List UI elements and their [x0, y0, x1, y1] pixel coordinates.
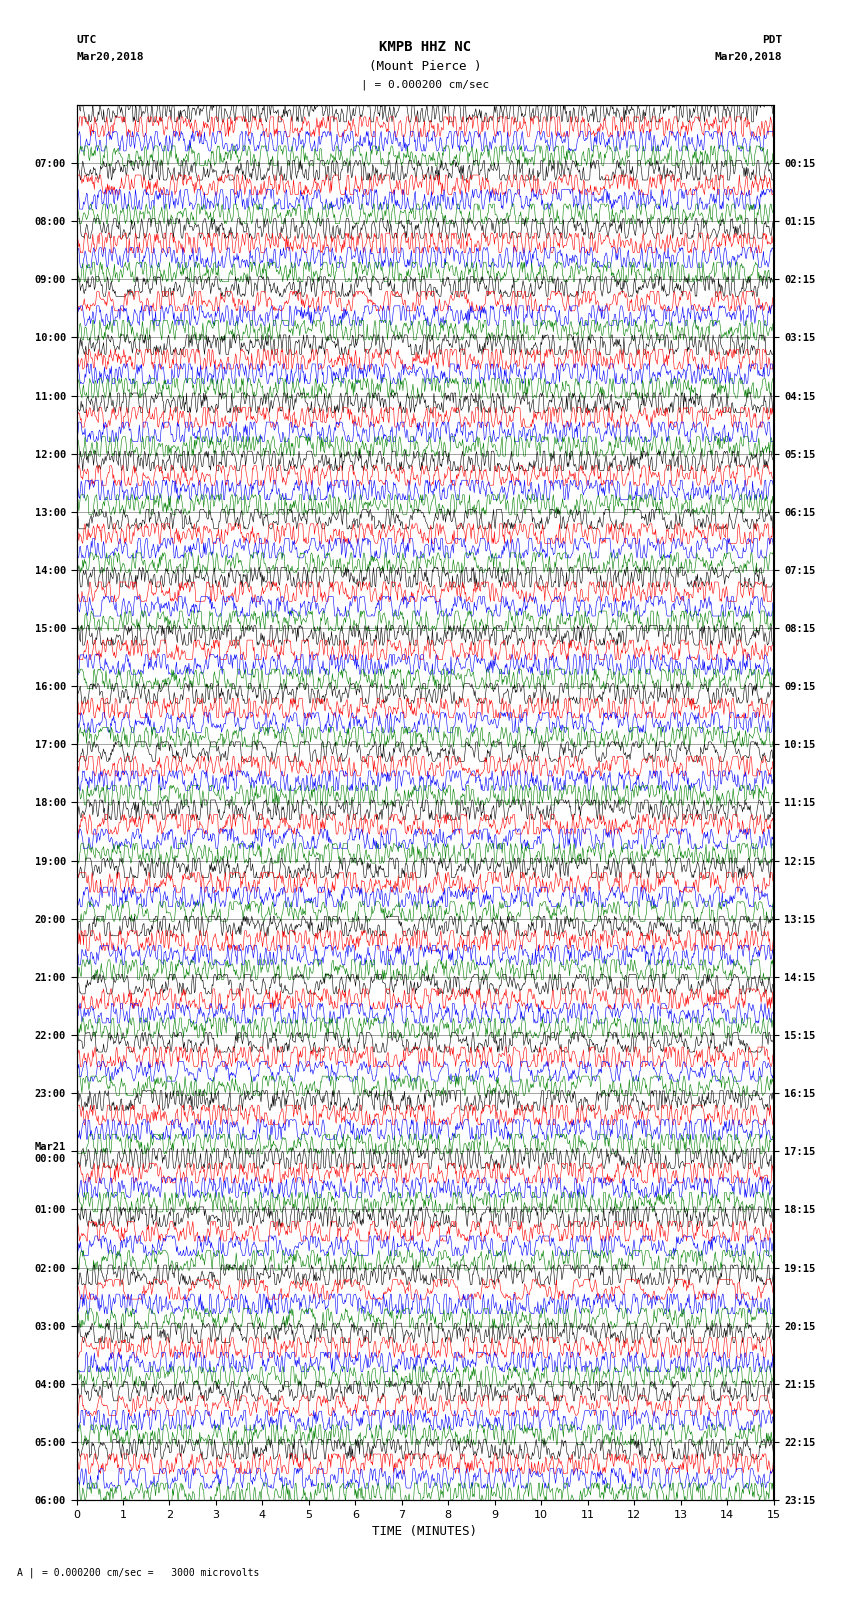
Text: (Mount Pierce ): (Mount Pierce ): [369, 60, 481, 73]
Text: KMPB HHZ NC: KMPB HHZ NC: [379, 40, 471, 55]
Text: = 0.000200 cm/sec =   3000 microvolts: = 0.000200 cm/sec = 3000 microvolts: [42, 1568, 260, 1578]
Text: A |: A |: [17, 1566, 35, 1578]
X-axis label: TIME (MINUTES): TIME (MINUTES): [372, 1526, 478, 1539]
Text: PDT: PDT: [762, 35, 782, 45]
Text: | = 0.000200 cm/sec: | = 0.000200 cm/sec: [361, 79, 489, 90]
Text: Mar20,2018: Mar20,2018: [76, 52, 144, 61]
Text: UTC: UTC: [76, 35, 97, 45]
Text: Mar20,2018: Mar20,2018: [715, 52, 782, 61]
